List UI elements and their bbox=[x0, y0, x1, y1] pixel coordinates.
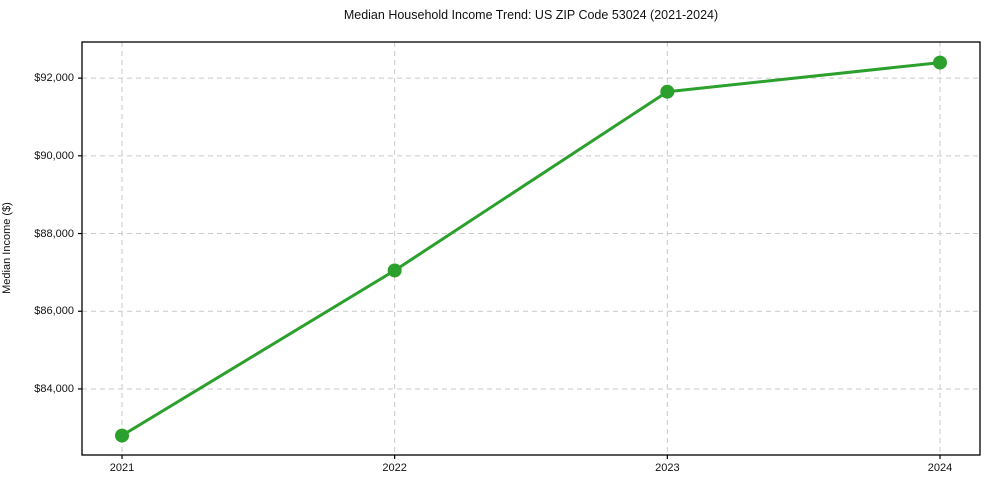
plot-border bbox=[81, 41, 981, 456]
y-tick-label: $84,000 bbox=[34, 382, 74, 395]
data-point-2021 bbox=[115, 428, 129, 443]
x-tick-label: 2023 bbox=[655, 462, 680, 474]
y-axis-tick-labels: $84,000 $86,000 $88,000 $90,000 $92,000 bbox=[0, 0, 74, 490]
y-tick-label: $86,000 bbox=[34, 305, 74, 318]
data-point-2023 bbox=[660, 84, 675, 99]
x-tick-label: 2024 bbox=[927, 462, 953, 474]
x-tick-label: 2021 bbox=[109, 462, 135, 474]
x-tick-label: 2022 bbox=[382, 462, 407, 474]
y-tick-label: $90,000 bbox=[34, 149, 74, 162]
income-trend-line bbox=[120, 61, 942, 438]
data-point-2024 bbox=[933, 55, 947, 70]
y-tick-label: $88,000 bbox=[34, 227, 74, 240]
chart-title: Median Household Income Trend: US ZIP Co… bbox=[343, 8, 719, 22]
x-axis-tick-labels: 2021 2022 2023 2024 bbox=[0, 462, 989, 482]
data-point-2022 bbox=[387, 263, 402, 278]
y-tick-label: $92,000 bbox=[34, 72, 74, 85]
